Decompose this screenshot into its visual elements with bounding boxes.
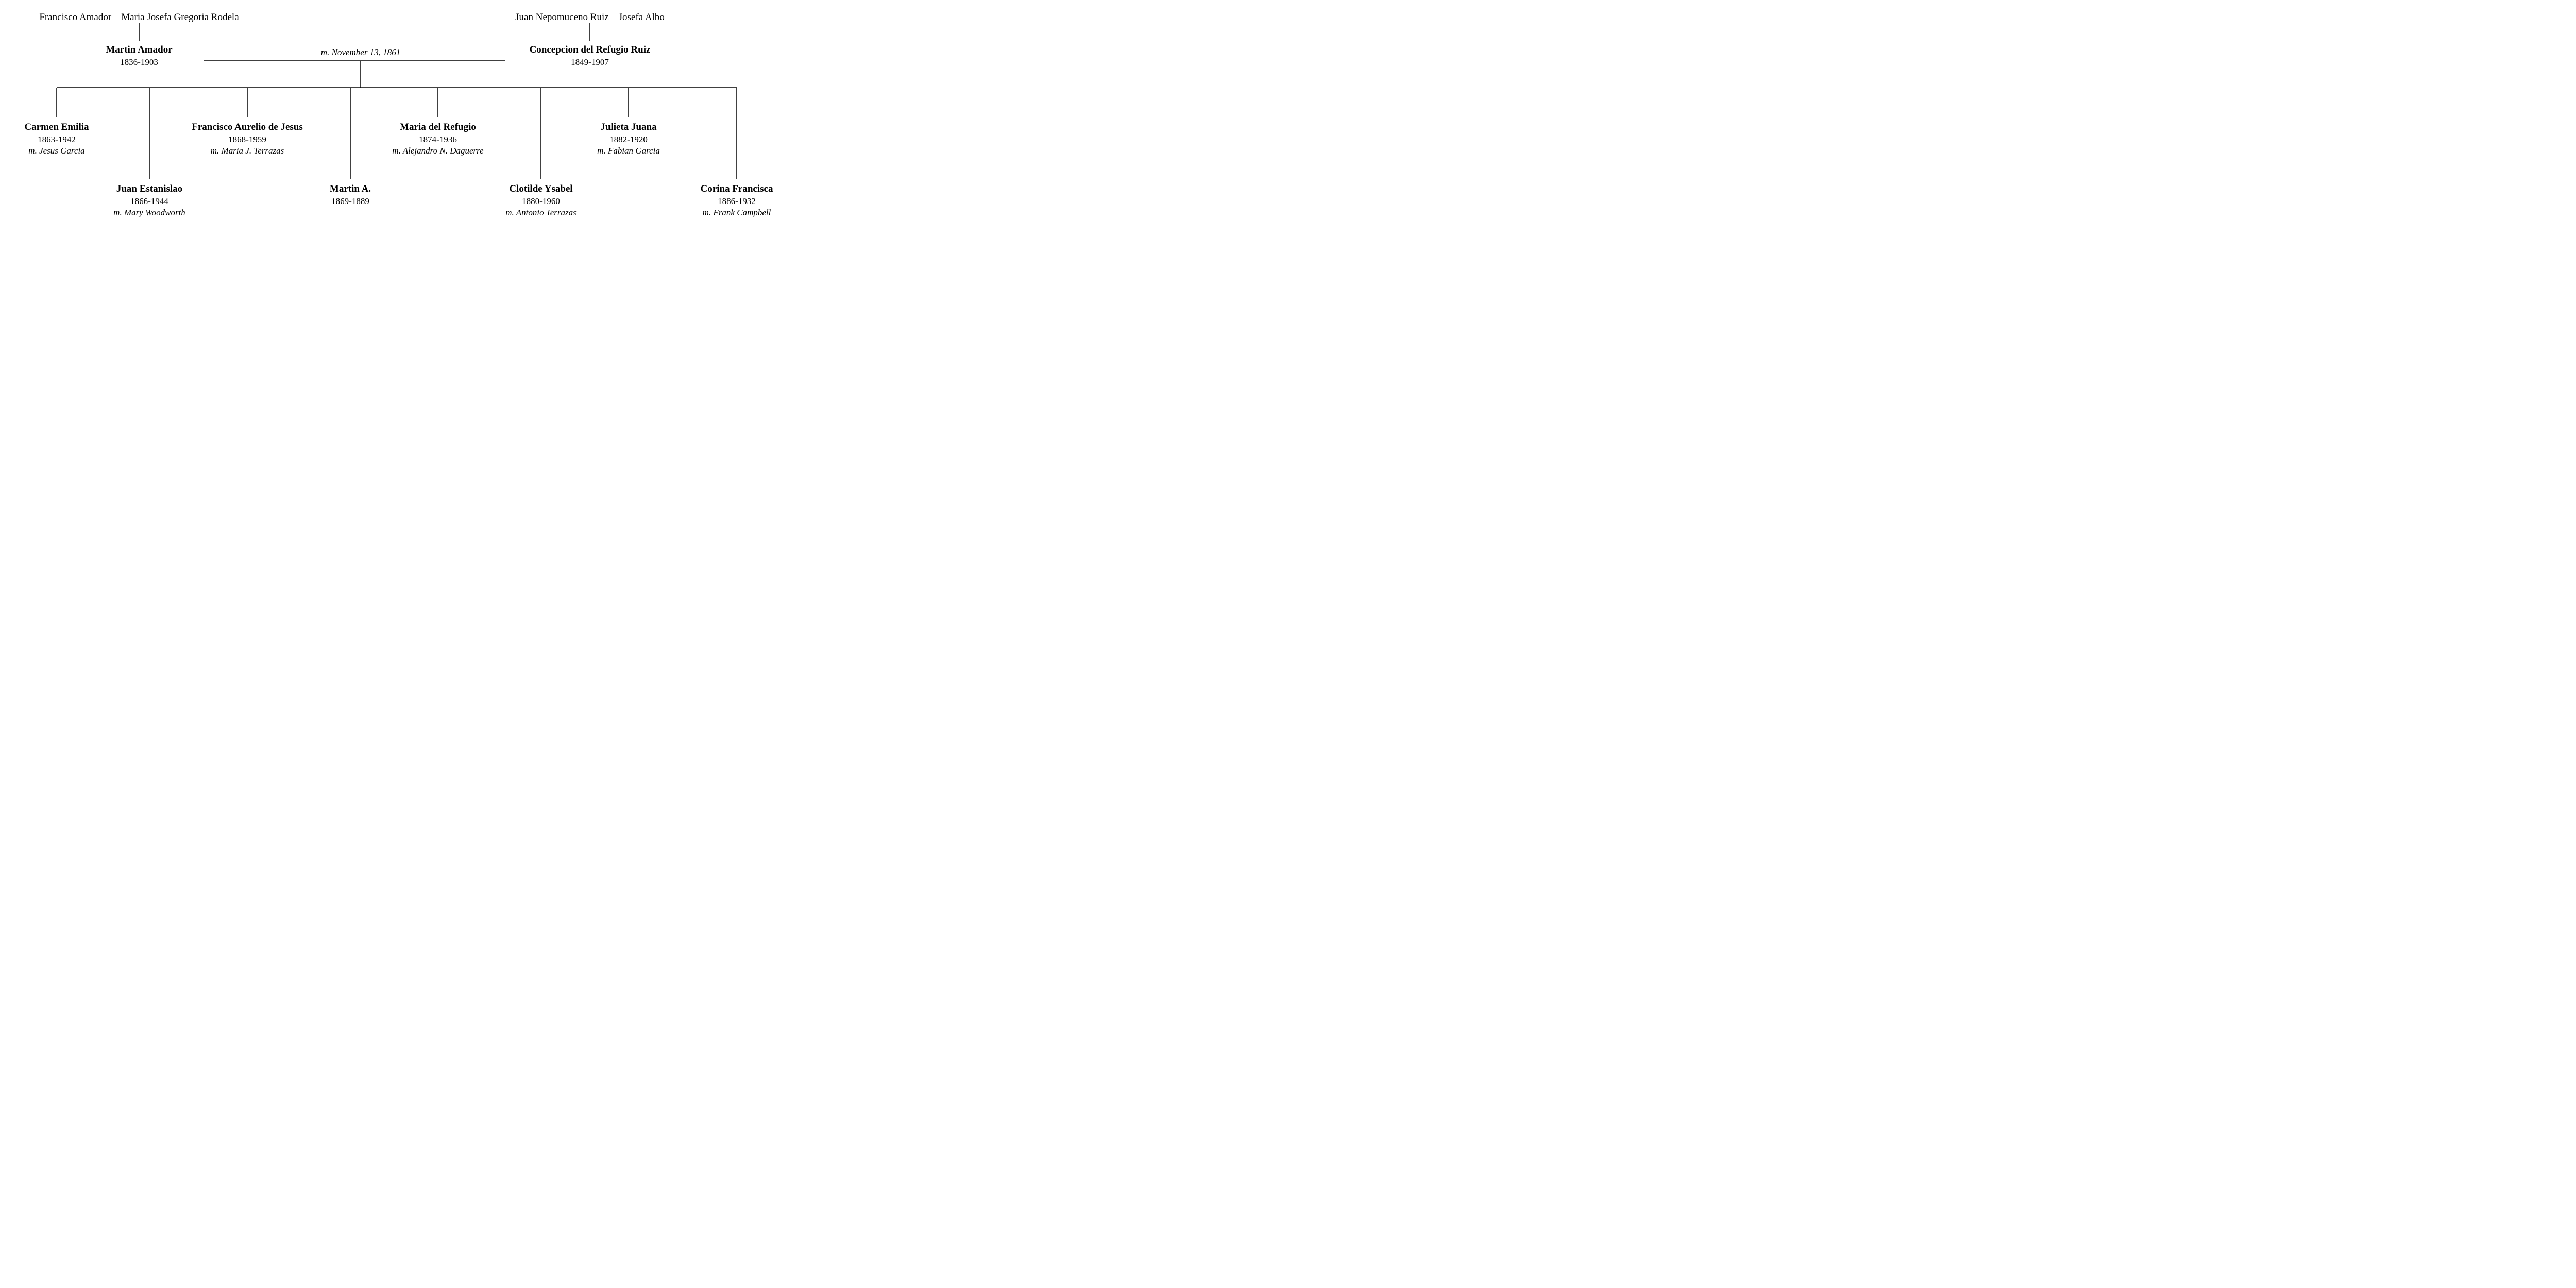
child-spouse: m. Maria J. Terrazas — [162, 145, 332, 157]
child-dates: 1869-1889 — [265, 196, 435, 207]
child-node: Martin A.1869-1889 — [265, 183, 435, 207]
child-dates: 1863-1942 — [0, 134, 142, 145]
child-name: Julieta Juana — [544, 121, 714, 134]
child-node: Corina Francisca1886-1932m. Frank Campbe… — [652, 183, 822, 218]
parent-dates: 1849-1907 — [487, 57, 693, 68]
grandparent-names: Francisco Amador—Maria Josefa Gregoria R… — [5, 11, 273, 24]
child-spouse: m. Antonio Terrazas — [456, 207, 626, 218]
child-node: Carmen Emilia1863-1942m. Jesus Garcia — [0, 121, 142, 157]
parent-left: Martin Amador1836-1903 — [36, 44, 242, 68]
marriage-date: m. November 13, 1861 — [283, 47, 438, 58]
child-spouse: m. Jesus Garcia — [0, 145, 142, 157]
child-dates: 1868-1959 — [162, 134, 332, 145]
child-dates: 1866-1944 — [64, 196, 234, 207]
child-name: Juan Estanislao — [64, 183, 234, 196]
parent-name: Martin Amador — [36, 44, 242, 57]
child-node: Julieta Juana1882-1920m. Fabian Garcia — [544, 121, 714, 157]
child-name: Clotilde Ysabel — [456, 183, 626, 196]
parent-dates: 1836-1903 — [36, 57, 242, 68]
grandparent-couple-left: Francisco Amador—Maria Josefa Gregoria R… — [5, 11, 273, 24]
child-dates: 1886-1932 — [652, 196, 822, 207]
child-name: Francisco Aurelio de Jesus — [162, 121, 332, 134]
child-name: Martin A. — [265, 183, 435, 196]
child-name: Carmen Emilia — [0, 121, 142, 134]
child-node: Francisco Aurelio de Jesus1868-1959m. Ma… — [162, 121, 332, 157]
child-dates: 1882-1920 — [544, 134, 714, 145]
child-dates: 1880-1960 — [456, 196, 626, 207]
child-name: Maria del Refugio — [353, 121, 523, 134]
child-spouse: m. Frank Campbell — [652, 207, 822, 218]
child-spouse: m. Fabian Garcia — [544, 145, 714, 157]
child-name: Corina Francisca — [652, 183, 822, 196]
child-dates: 1874-1936 — [353, 134, 523, 145]
child-node: Clotilde Ysabel1880-1960m. Antonio Terra… — [456, 183, 626, 218]
child-spouse: m. Mary Woodworth — [64, 207, 234, 218]
parent-name: Concepcion del Refugio Ruiz — [487, 44, 693, 57]
child-node: Juan Estanislao1866-1944m. Mary Woodwort… — [64, 183, 234, 218]
grandparent-couple-right: Juan Nepomuceno Ruiz—Josefa Albo — [456, 11, 724, 24]
child-spouse: m. Alejandro N. Daguerre — [353, 145, 523, 157]
grandparent-names: Juan Nepomuceno Ruiz—Josefa Albo — [456, 11, 724, 24]
child-node: Maria del Refugio1874-1936m. Alejandro N… — [353, 121, 523, 157]
parent-right: Concepcion del Refugio Ruiz1849-1907 — [487, 44, 693, 68]
